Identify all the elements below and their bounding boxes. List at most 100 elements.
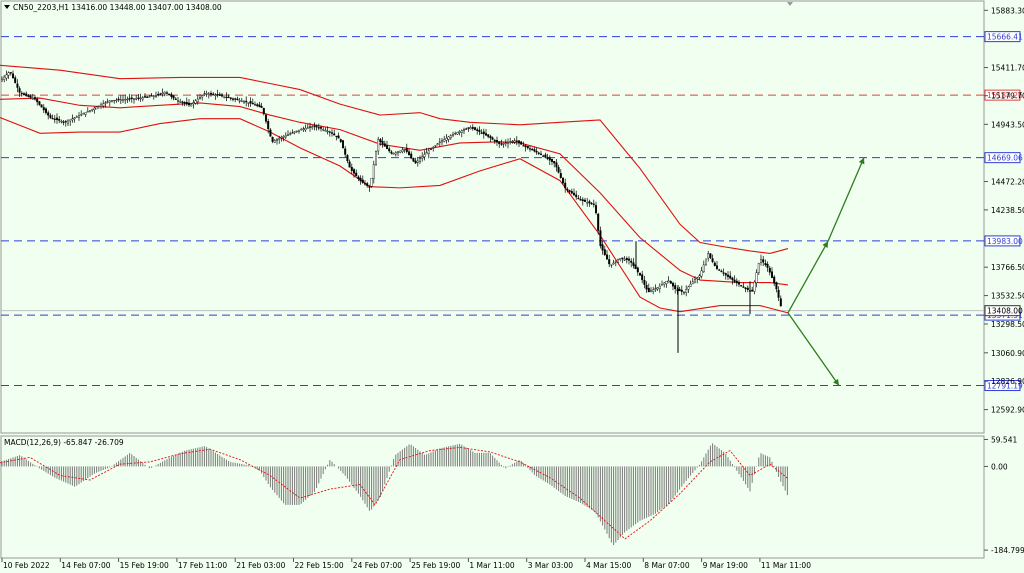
- candle-body: [696, 277, 699, 280]
- candle-body: [309, 126, 312, 128]
- price-series: [1, 70, 782, 353]
- candle-body: [685, 289, 688, 294]
- candle-body: [471, 127, 474, 129]
- candle-body: [592, 203, 595, 205]
- candle-body: [198, 97, 201, 99]
- candle-body: [485, 133, 488, 136]
- candle-body: [683, 292, 686, 294]
- level-label-box: [984, 152, 1021, 164]
- candle-body: [49, 115, 52, 118]
- candle-body: [106, 101, 109, 103]
- candle-body: [253, 104, 256, 106]
- candle-body: [733, 279, 736, 282]
- price-tick-label: 13532.50: [991, 292, 1024, 301]
- candle-body: [392, 153, 395, 155]
- candle-body: [236, 98, 239, 101]
- time-tick-label: 1 Mar 11:00: [469, 561, 515, 570]
- current-price-label: 13408.00: [987, 307, 1023, 316]
- candle-body: [562, 177, 565, 184]
- candle-body: [500, 143, 503, 145]
- candle-body: [691, 281, 694, 284]
- candle-body: [619, 258, 622, 260]
- candle-body: [729, 275, 732, 279]
- candle-body: [322, 129, 325, 131]
- candle-body: [584, 199, 587, 202]
- candle-body: [520, 141, 523, 145]
- candle-body: [256, 104, 259, 107]
- candle-body: [557, 167, 560, 173]
- candle-body: [108, 100, 111, 103]
- candle-body: [515, 140, 518, 142]
- candle-body: [357, 176, 360, 179]
- price-tick-label: 12826.90: [991, 377, 1024, 386]
- candle-body: [674, 285, 677, 290]
- candle-body: [586, 202, 589, 204]
- candle-body: [768, 267, 771, 273]
- candle-body: [289, 133, 292, 135]
- candle-body: [1, 78, 4, 82]
- candle-body: [170, 94, 173, 97]
- candle-body: [436, 143, 439, 145]
- candle-body: [300, 129, 303, 131]
- candle-body: [73, 117, 76, 120]
- candle-body: [463, 129, 466, 132]
- price-tick-label: 14238.50: [991, 206, 1024, 215]
- candle-body: [262, 108, 265, 115]
- time-tick-label: 9 Mar 19:00: [703, 561, 749, 570]
- candle-body: [47, 112, 50, 116]
- candle-body: [564, 182, 567, 189]
- price-levels: 15666.4115184.2614669.0613983.0013371.51…: [1, 31, 1023, 392]
- candle-body: [29, 95, 32, 98]
- candle-body: [14, 77, 17, 83]
- candle-body: [276, 139, 279, 141]
- dropdown-triangle-icon[interactable]: [4, 5, 10, 9]
- price-tick-label: 12592.90: [991, 406, 1024, 415]
- candle-body: [478, 129, 481, 132]
- candle-body: [11, 73, 14, 79]
- candle-body: [278, 138, 281, 140]
- scenario-arrows: [787, 157, 865, 386]
- candle-body: [326, 130, 329, 133]
- candle-body: [498, 141, 501, 144]
- candle-body: [88, 110, 91, 112]
- candle-body: [716, 265, 719, 269]
- candle-body: [223, 96, 226, 98]
- candle-body: [665, 281, 668, 285]
- candle-body: [621, 257, 624, 260]
- candle-body: [361, 179, 364, 183]
- candle-body: [271, 136, 274, 142]
- candle-body: [762, 259, 765, 263]
- candle-body: [238, 100, 241, 102]
- candle-body: [518, 140, 521, 144]
- candle-body: [154, 95, 157, 97]
- candle-body: [157, 94, 160, 96]
- candle-body: [628, 258, 631, 261]
- candle-body: [163, 91, 166, 95]
- candle-body: [95, 106, 98, 110]
- candle-body: [390, 151, 393, 154]
- candle-body: [190, 104, 193, 107]
- candle-body: [705, 258, 708, 266]
- candle-body: [504, 142, 507, 145]
- candle-body: [711, 258, 714, 262]
- bollinger-middle-line: [0, 97, 789, 286]
- candle-body: [399, 150, 402, 153]
- candle-body: [603, 249, 606, 256]
- candle-body: [551, 159, 554, 162]
- candle-body: [295, 130, 298, 132]
- candle-body: [333, 133, 336, 136]
- candle-body: [566, 189, 569, 191]
- candle-body: [209, 93, 212, 95]
- candle-body: [412, 157, 415, 162]
- candle-body: [540, 153, 543, 155]
- scroll-marker-icon[interactable]: [787, 2, 793, 6]
- candle-body: [42, 107, 45, 111]
- candle-body: [597, 213, 600, 231]
- candle-body: [742, 286, 745, 288]
- candle-body: [20, 92, 23, 95]
- candle-body: [132, 98, 135, 100]
- candle-body: [700, 270, 703, 277]
- candle-body: [680, 289, 683, 292]
- candle-body: [298, 129, 301, 132]
- candle-body: [465, 128, 468, 130]
